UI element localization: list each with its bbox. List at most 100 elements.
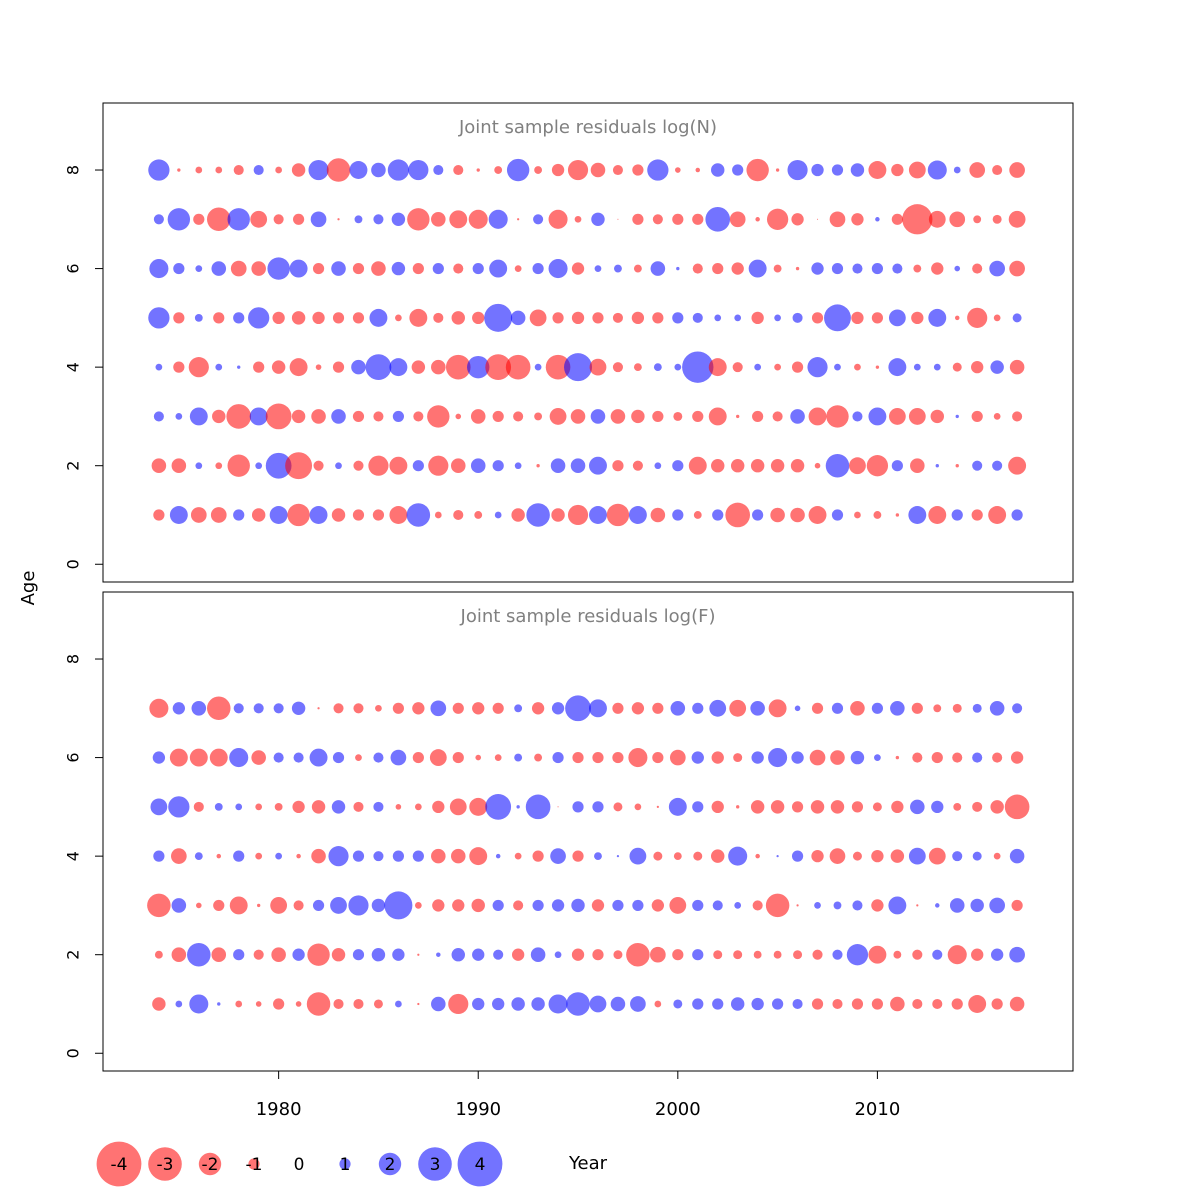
bubble-point: [617, 218, 619, 220]
bubble-point: [652, 214, 663, 225]
bubble-point: [1008, 210, 1026, 228]
bubble-point: [485, 793, 512, 820]
bubble-point: [682, 351, 714, 383]
bubble-point: [194, 852, 203, 861]
bubble-point: [227, 454, 250, 477]
bubble-point: [270, 897, 288, 914]
bubble-point: [729, 211, 746, 228]
bubble-point: [249, 407, 268, 426]
bubble-point: [389, 456, 408, 475]
bubble-point: [774, 363, 781, 371]
bubble-point: [952, 851, 963, 862]
bubble-point: [177, 168, 181, 172]
bubble-point: [409, 308, 428, 327]
bubble-point: [214, 802, 223, 811]
bubble-point: [591, 899, 605, 912]
bubble-point: [705, 206, 731, 232]
bubble-point: [173, 312, 185, 324]
bubble-point: [332, 361, 345, 373]
bubble-point: [169, 506, 188, 524]
bubble-point: [653, 363, 662, 372]
bubble-point: [935, 464, 939, 468]
bubble-point: [776, 855, 779, 858]
bubble-point: [888, 408, 906, 425]
bubble-point: [253, 164, 264, 176]
bubble-point: [652, 751, 664, 764]
bubble-point: [571, 898, 585, 913]
bubble-point: [529, 309, 547, 327]
bubble-point: [273, 703, 284, 714]
bubble-point: [533, 214, 544, 225]
bubble-point: [216, 853, 222, 859]
bubble-point: [891, 800, 904, 814]
bubble-point: [296, 853, 301, 859]
bubble-point: [955, 464, 959, 468]
bubble-point: [651, 899, 665, 912]
bubble-point: [229, 748, 249, 768]
bubble-point: [414, 803, 422, 811]
bubble-point: [854, 511, 861, 519]
bubble-point: [510, 310, 526, 326]
bubble-point: [395, 314, 402, 322]
bubble-point: [971, 948, 984, 961]
bubble-point: [352, 312, 365, 324]
bubble-point: [831, 262, 844, 275]
bubble-point: [571, 262, 585, 275]
bubble-point: [167, 208, 191, 231]
bubble-point: [451, 947, 465, 962]
bubble-point: [207, 207, 231, 232]
bubble-point: [650, 946, 666, 963]
bubble-point: [811, 163, 824, 177]
bubble-layer: [148, 158, 1027, 528]
bubble-point: [711, 751, 724, 764]
bubble-point: [990, 948, 1004, 961]
bubble-point: [589, 995, 607, 1013]
y-tick-label: 0: [64, 1048, 83, 1058]
bubble-point: [387, 159, 410, 181]
bubble-point: [209, 748, 228, 767]
bubble-point: [734, 314, 742, 322]
bubble-point: [612, 751, 624, 764]
bubble-point: [273, 752, 284, 763]
bubble-point: [333, 998, 344, 1010]
bubble-point: [809, 749, 826, 766]
bubble-point: [970, 898, 984, 913]
bubble-point: [852, 411, 863, 422]
bubble-point: [307, 943, 330, 966]
bubble-point: [770, 507, 785, 523]
bubble-point: [472, 311, 485, 325]
bubble-point: [571, 948, 585, 961]
bubble-point: [871, 312, 884, 324]
bubble-point: [308, 159, 329, 181]
bubble-point: [550, 458, 566, 473]
bubble-point: [589, 456, 607, 475]
bubble-point: [951, 509, 963, 521]
bubble-point: [969, 162, 986, 178]
bubble-point: [514, 265, 522, 272]
legend-label: -4: [111, 1155, 128, 1175]
bubble-point: [188, 357, 209, 378]
y-tick-label: 6: [64, 263, 83, 273]
bubble-point: [691, 751, 704, 764]
bubble-point: [564, 353, 593, 382]
bubble-point: [910, 799, 925, 815]
bubble-point: [326, 158, 351, 182]
bubble-point: [470, 458, 486, 473]
bubble-point: [954, 265, 961, 272]
bubble-point: [295, 1001, 302, 1007]
bubble-point: [825, 453, 850, 478]
legend-bubble: [457, 1141, 503, 1187]
bubble-point: [253, 703, 264, 714]
bubble-point: [613, 802, 623, 812]
bubble-point: [866, 455, 889, 477]
bubble-point: [628, 748, 648, 768]
bubble-point: [972, 263, 983, 274]
bubble-point: [310, 211, 327, 228]
bubble-point: [795, 266, 800, 271]
bubble-point: [713, 950, 723, 960]
bubble-point: [390, 749, 407, 766]
bubble-point: [893, 950, 902, 959]
bubble-point: [449, 210, 468, 229]
